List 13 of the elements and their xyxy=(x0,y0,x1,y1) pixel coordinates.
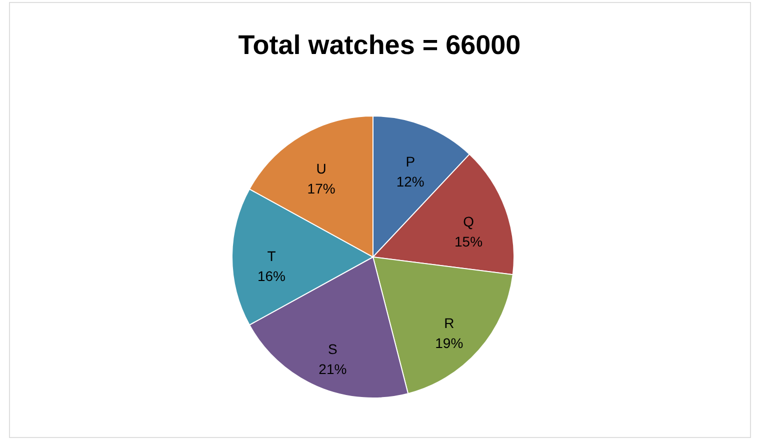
slice-label: P xyxy=(406,154,416,170)
data-label: 17% xyxy=(307,180,336,197)
data-label: 19% xyxy=(435,335,464,352)
slice-label: S xyxy=(328,341,338,358)
chart-title: Total watches = 66000 xyxy=(238,30,521,60)
slice-label: T xyxy=(267,248,276,264)
data-label: 16% xyxy=(257,268,286,284)
data-label: 21% xyxy=(318,361,347,378)
slice-label: R xyxy=(444,315,454,332)
data-label: 12% xyxy=(396,174,424,190)
data-label: 15% xyxy=(454,234,483,250)
slice-label: Q xyxy=(463,214,474,230)
slice-label: U xyxy=(316,160,326,177)
